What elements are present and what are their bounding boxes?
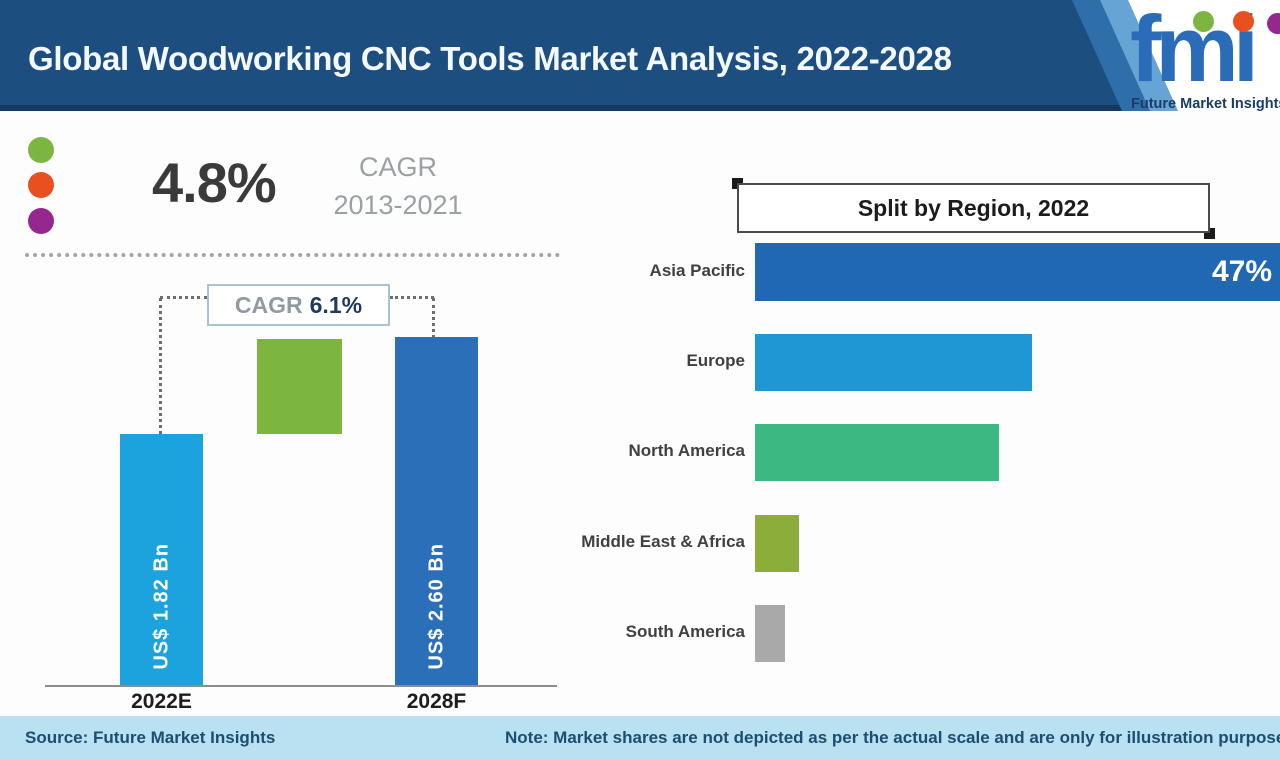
footer-note: Note: Market shares are not depicted as … (505, 728, 1280, 747)
footer-bar: Source: Future Market Insights Note: Mar… (0, 716, 1280, 760)
region-bar-europe (755, 334, 1032, 391)
page-title: Global Woodworking CNC Tools Market Anal… (28, 40, 952, 77)
bullet-dot-green-icon (28, 137, 54, 163)
logo-dot-green-icon (1193, 11, 1214, 32)
title-box-handle-bottomright (1204, 228, 1215, 239)
x-tick-2028f: 2028F (406, 690, 467, 713)
region-chart-title-box: Split by Region, 2022 (737, 183, 1210, 233)
region-bar-asia-pacific: 47% (755, 243, 1280, 301)
cagr-callout-box: CAGR 6.1% (207, 284, 390, 326)
bullet-dot-purple-icon (28, 208, 54, 234)
footer-source: Source: Future Market Insights (25, 728, 276, 747)
cagr-callout-label: CAGR (234, 291, 303, 318)
logo-dot-purple-icon (1267, 13, 1280, 34)
region-bar-north-america (755, 424, 999, 481)
region-label-europe: Europe (686, 351, 745, 370)
historic-cagr-value: 4.8% (152, 151, 277, 214)
dotted-separator (25, 253, 560, 257)
region-label-south-america: South America (625, 622, 745, 641)
header-banner (0, 0, 1280, 105)
fmi-logo-tagline: Future Market Insights (1131, 96, 1280, 112)
cagr-connector-left-v (159, 298, 162, 434)
region-value-asia-pacific: 47% (1211, 255, 1272, 288)
historic-cagr-label: CAGR 2013-2021 (328, 148, 468, 224)
bar-2022e-value: US$ 1.82 Bn (150, 543, 172, 670)
x-tick-2022e: 2022E (131, 690, 192, 713)
cagr-connector-right-v (432, 298, 435, 338)
bar-2022e: US$ 1.82 Bn (120, 434, 203, 686)
bullet-dot-orange-icon (28, 172, 54, 198)
header-underline (0, 105, 1280, 111)
region-bar-middle-east-africa (755, 515, 799, 572)
historic-cagr-period: 2013-2021 (333, 190, 463, 220)
cagr-connector-left-h (160, 296, 207, 299)
region-bar-south-america (755, 605, 785, 662)
accent-green-bar (257, 339, 342, 434)
bar-2028f-value: US$ 2.60 Bn (425, 543, 447, 670)
historic-cagr-metric: CAGR (358, 152, 437, 182)
cagr-callout-value: 6.1% (309, 291, 363, 318)
cagr-connector-right-h (390, 296, 434, 299)
logo-dot-orange-icon (1233, 11, 1254, 32)
x-axis-line (45, 685, 557, 687)
region-label-asia-pacific: Asia Pacific (649, 261, 745, 280)
region-label-middle-east-africa: Middle East & Africa (581, 532, 745, 551)
region-label-north-america: North America (628, 441, 745, 460)
bar-2028f: US$ 2.60 Bn (395, 337, 478, 686)
region-chart-title: Split by Region, 2022 (857, 194, 1090, 221)
